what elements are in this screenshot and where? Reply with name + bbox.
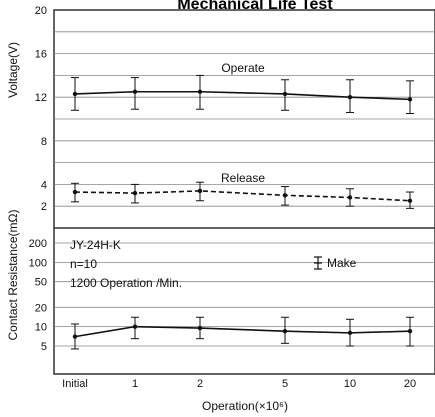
operate-point: [347, 95, 353, 100]
x-tick-label: 5: [282, 378, 288, 390]
y-tick-label: 10: [35, 322, 47, 334]
y-tick-label: 2: [41, 201, 47, 213]
operation-rate-label: 1200 Operation /Min.: [70, 276, 182, 290]
y-tick-label: 200: [29, 238, 47, 250]
voltage-axis-label: Voltage(V): [6, 42, 20, 98]
model-label: JY-24H-K: [70, 238, 121, 252]
operate-series-line: [74, 90, 411, 101]
operate-point: [282, 91, 288, 97]
make-point: [197, 325, 203, 331]
plot-frame: [53, 9, 435, 375]
make-legend-label: Make: [327, 256, 357, 270]
y-tick-label: 5: [41, 341, 47, 353]
release-series-line: [74, 190, 411, 202]
release-point: [72, 189, 78, 195]
y-tick-label: 20: [35, 5, 47, 17]
y-tick-label: 50: [35, 277, 47, 289]
release-point: [132, 190, 138, 196]
y-tick-label: 16: [35, 49, 47, 61]
make-legend-symbol: [314, 256, 322, 270]
y-tick-label: 100: [29, 257, 47, 269]
series: [71, 74, 414, 350]
sample-count-label: n=10: [70, 257, 97, 271]
operate-point: [407, 97, 413, 102]
make-point: [282, 328, 288, 334]
release-point: [407, 198, 413, 203]
chart-title: Mechanical Life Test: [177, 0, 333, 13]
y-tick-label: 20: [35, 302, 47, 314]
x-tick-label: Initial: [62, 378, 88, 390]
operate-point: [197, 89, 203, 94]
x-tick-label: 2: [197, 378, 203, 390]
y-tick-label: 8: [41, 136, 47, 148]
x-axis-label: Operation(×10⁶): [202, 399, 288, 413]
make-series-line: [74, 325, 411, 338]
grid: [54, 31, 435, 347]
make-point: [132, 324, 138, 329]
release-label: Release: [221, 171, 265, 185]
x-tick-label: 20: [404, 378, 416, 390]
x-tick-label: 1: [132, 378, 138, 390]
y-tick-label: 12: [35, 92, 47, 104]
resistance-axis-label: Contact Resistance(mΩ): [6, 209, 20, 340]
make-point: [347, 330, 353, 336]
operate-point: [132, 89, 138, 94]
release-point: [197, 188, 203, 194]
operate-point: [72, 91, 78, 97]
make-point: [407, 328, 413, 334]
y-tick-label: 4: [41, 179, 47, 191]
operate-label: Operate: [221, 61, 265, 75]
release-point: [282, 193, 288, 198]
release-point: [347, 195, 353, 200]
x-tick-label: 10: [344, 378, 356, 390]
make-point: [72, 334, 78, 339]
y-tick-labels: 20 16 12 8 4 2 200 100 50 20 10 5: [29, 5, 47, 353]
x-tick-labels: Initial 1 2 5 10 20: [62, 378, 416, 390]
